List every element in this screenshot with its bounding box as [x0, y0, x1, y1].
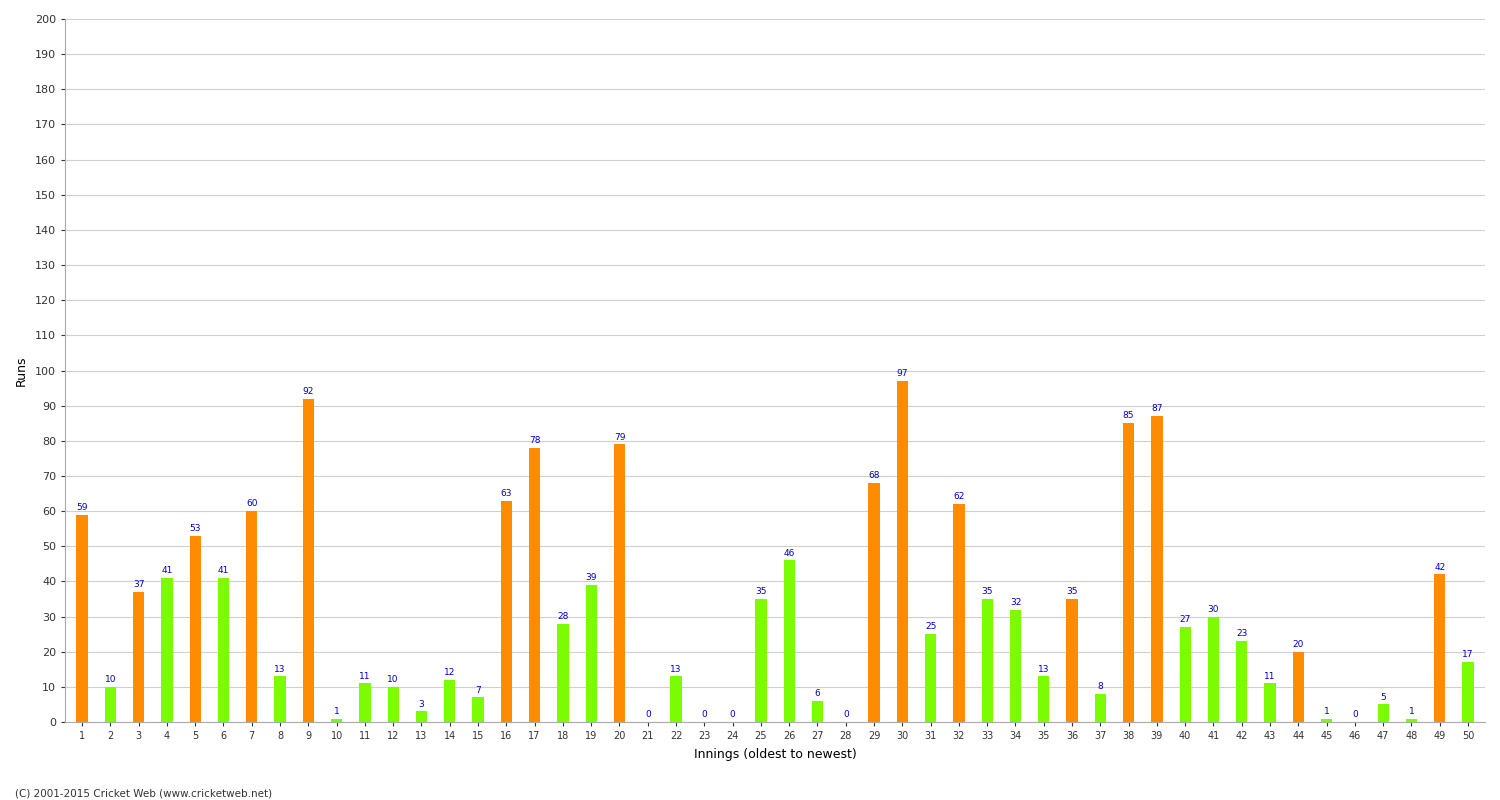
- Bar: [614, 444, 626, 722]
- Text: 63: 63: [501, 489, 512, 498]
- Text: 11: 11: [358, 671, 370, 681]
- Bar: [501, 501, 512, 722]
- Text: 13: 13: [1038, 665, 1050, 674]
- Bar: [274, 676, 285, 722]
- Text: 7: 7: [476, 686, 482, 694]
- Bar: [1322, 718, 1332, 722]
- Text: 6: 6: [815, 689, 821, 698]
- Bar: [952, 504, 964, 722]
- Bar: [1066, 599, 1077, 722]
- Text: 20: 20: [1293, 640, 1304, 649]
- Text: 8: 8: [1098, 682, 1102, 691]
- Bar: [416, 711, 428, 722]
- Bar: [444, 680, 456, 722]
- Bar: [897, 381, 908, 722]
- Bar: [926, 634, 936, 722]
- Bar: [1377, 705, 1389, 722]
- Text: 46: 46: [783, 549, 795, 558]
- Text: 41: 41: [160, 566, 172, 575]
- Text: 1: 1: [334, 706, 339, 716]
- Bar: [1236, 641, 1248, 722]
- Text: 62: 62: [952, 492, 964, 502]
- Text: 0: 0: [729, 710, 735, 719]
- Bar: [783, 560, 795, 722]
- Text: 39: 39: [585, 573, 597, 582]
- Text: 37: 37: [134, 580, 144, 589]
- Text: 1: 1: [1408, 706, 1414, 716]
- Text: 10: 10: [387, 675, 399, 684]
- Text: 79: 79: [614, 433, 626, 442]
- Text: 3: 3: [419, 700, 424, 709]
- Bar: [472, 698, 483, 722]
- Text: 0: 0: [843, 710, 849, 719]
- Bar: [387, 687, 399, 722]
- Text: 1: 1: [1323, 706, 1329, 716]
- Bar: [360, 683, 370, 722]
- Bar: [670, 676, 681, 722]
- Bar: [558, 624, 568, 722]
- Bar: [1010, 610, 1022, 722]
- Text: 10: 10: [105, 675, 116, 684]
- Text: 12: 12: [444, 668, 456, 677]
- Bar: [1038, 676, 1050, 722]
- Text: 0: 0: [1352, 710, 1358, 719]
- Bar: [1179, 627, 1191, 722]
- Text: 27: 27: [1179, 615, 1191, 624]
- Text: 59: 59: [76, 503, 88, 512]
- Bar: [585, 585, 597, 722]
- Bar: [868, 483, 879, 722]
- Bar: [1293, 652, 1304, 722]
- Text: 85: 85: [1124, 411, 1134, 421]
- Text: 87: 87: [1150, 404, 1162, 414]
- Text: 92: 92: [303, 387, 313, 396]
- Bar: [332, 718, 342, 722]
- X-axis label: Innings (oldest to newest): Innings (oldest to newest): [693, 748, 856, 761]
- Bar: [1462, 662, 1473, 722]
- Text: 5: 5: [1380, 693, 1386, 702]
- Text: 0: 0: [702, 710, 706, 719]
- Bar: [1406, 718, 1417, 722]
- Bar: [530, 448, 540, 722]
- Text: 35: 35: [981, 587, 993, 596]
- Text: 28: 28: [556, 612, 568, 621]
- Text: 13: 13: [274, 665, 286, 674]
- Bar: [1208, 617, 1219, 722]
- Text: 17: 17: [1462, 650, 1474, 659]
- Bar: [76, 514, 87, 722]
- Text: 97: 97: [897, 370, 908, 378]
- Text: 60: 60: [246, 499, 258, 508]
- Text: 41: 41: [217, 566, 229, 575]
- Bar: [981, 599, 993, 722]
- Bar: [1150, 416, 1162, 722]
- Text: 11: 11: [1264, 671, 1276, 681]
- Bar: [1264, 683, 1275, 722]
- Text: 42: 42: [1434, 562, 1446, 571]
- Bar: [162, 578, 172, 722]
- Bar: [754, 599, 766, 722]
- Bar: [217, 578, 229, 722]
- Text: 32: 32: [1010, 598, 1022, 606]
- Bar: [303, 398, 313, 722]
- Text: 23: 23: [1236, 630, 1248, 638]
- Bar: [246, 511, 258, 722]
- Bar: [1434, 574, 1446, 722]
- Bar: [134, 592, 144, 722]
- Text: 78: 78: [530, 436, 540, 445]
- Y-axis label: Runs: Runs: [15, 355, 28, 386]
- Text: (C) 2001-2015 Cricket Web (www.cricketweb.net): (C) 2001-2015 Cricket Web (www.cricketwe…: [15, 788, 272, 798]
- Text: 25: 25: [926, 622, 936, 631]
- Bar: [1124, 423, 1134, 722]
- Bar: [189, 536, 201, 722]
- Text: 53: 53: [189, 524, 201, 533]
- Bar: [105, 687, 116, 722]
- Bar: [812, 701, 824, 722]
- Text: 0: 0: [645, 710, 651, 719]
- Text: 30: 30: [1208, 605, 1219, 614]
- Bar: [1095, 694, 1106, 722]
- Text: 35: 35: [1066, 587, 1078, 596]
- Text: 13: 13: [670, 665, 682, 674]
- Text: 68: 68: [868, 471, 880, 480]
- Text: 35: 35: [754, 587, 766, 596]
